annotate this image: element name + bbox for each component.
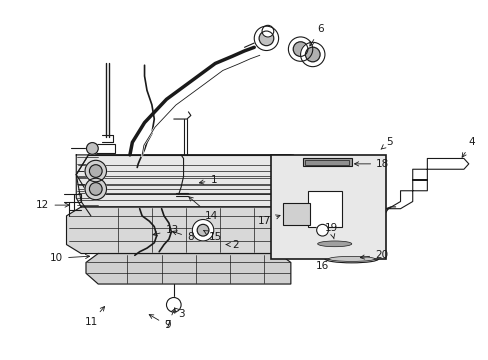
Text: 5: 5 xyxy=(380,138,392,149)
Text: 17: 17 xyxy=(258,215,280,226)
Text: 14: 14 xyxy=(188,197,217,221)
Text: 3: 3 xyxy=(174,308,184,319)
Text: 15: 15 xyxy=(203,231,222,242)
Text: 19: 19 xyxy=(324,224,337,239)
Text: 16: 16 xyxy=(315,261,328,271)
Bar xyxy=(282,203,310,225)
Circle shape xyxy=(288,37,312,61)
Bar xyxy=(91,144,115,153)
Ellipse shape xyxy=(317,241,351,247)
Circle shape xyxy=(85,160,106,182)
Text: 12: 12 xyxy=(36,200,69,210)
Ellipse shape xyxy=(328,256,374,261)
Text: 18: 18 xyxy=(354,159,388,169)
Polygon shape xyxy=(66,207,305,253)
Polygon shape xyxy=(76,155,305,207)
Circle shape xyxy=(254,26,278,50)
Text: 7: 7 xyxy=(163,309,174,330)
Text: 8: 8 xyxy=(172,231,193,242)
Circle shape xyxy=(316,224,328,236)
Ellipse shape xyxy=(325,255,378,263)
Bar xyxy=(271,155,385,259)
Text: 2: 2 xyxy=(226,239,239,249)
Text: 4: 4 xyxy=(461,138,474,157)
Circle shape xyxy=(305,47,320,62)
Bar xyxy=(303,158,351,166)
Text: 10: 10 xyxy=(50,253,89,263)
Circle shape xyxy=(166,297,181,312)
Circle shape xyxy=(85,178,106,200)
Bar xyxy=(305,160,348,165)
Polygon shape xyxy=(86,253,290,284)
Text: 9: 9 xyxy=(149,315,170,330)
Circle shape xyxy=(293,42,307,57)
Circle shape xyxy=(197,224,208,236)
Bar xyxy=(307,191,341,226)
Text: 13: 13 xyxy=(153,225,179,236)
Ellipse shape xyxy=(313,240,355,249)
Circle shape xyxy=(89,183,102,195)
Text: 6: 6 xyxy=(309,24,323,46)
Text: 20: 20 xyxy=(360,249,387,260)
Text: 11: 11 xyxy=(85,306,104,327)
Circle shape xyxy=(192,220,213,241)
Circle shape xyxy=(86,143,98,154)
Circle shape xyxy=(262,25,273,37)
Circle shape xyxy=(89,165,102,177)
Circle shape xyxy=(300,42,325,67)
Text: 1: 1 xyxy=(199,175,217,185)
Circle shape xyxy=(259,31,273,46)
